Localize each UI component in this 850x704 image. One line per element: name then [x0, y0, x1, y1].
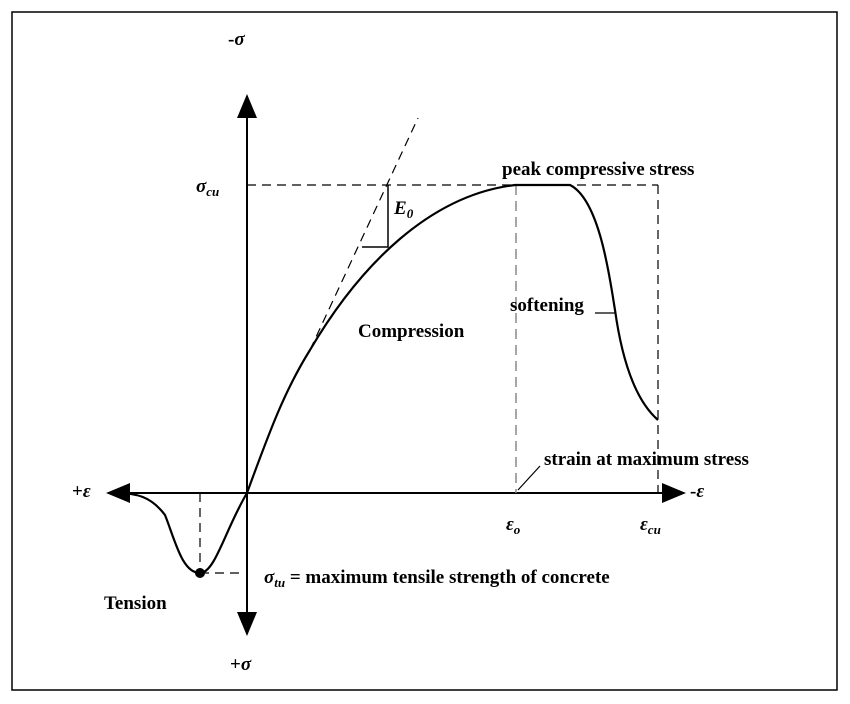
- sign: -: [228, 29, 234, 50]
- symbol: σ: [241, 654, 252, 675]
- epscu: εcu: [640, 514, 661, 537]
- compression-label: Compression: [358, 321, 465, 342]
- y-pos-label: +σ: [230, 654, 252, 675]
- subscript: cu: [206, 184, 219, 199]
- sign: +: [72, 481, 83, 502]
- eps0: εo: [506, 514, 521, 537]
- symbol: ε: [506, 514, 514, 535]
- sigma-cu: σcu: [196, 176, 219, 199]
- subscript: 0: [407, 206, 414, 221]
- tensile-point: [195, 568, 205, 578]
- e0: E0: [393, 198, 414, 221]
- x-neg-label: -ε: [690, 481, 704, 502]
- tension-label: Tension: [104, 593, 167, 614]
- symbol: σ: [234, 29, 245, 50]
- peak-label: peak compressive stress: [502, 159, 694, 180]
- sign: +: [230, 654, 241, 675]
- x-pos-label: +ε: [72, 481, 91, 502]
- subscript: cu: [648, 522, 661, 537]
- symbol: σ: [196, 176, 207, 197]
- text: = maximum tensile strength of concrete: [285, 567, 610, 588]
- y-neg-label: -σ: [228, 29, 245, 50]
- symbol: ε: [696, 481, 704, 502]
- compression-curve: [245, 183, 659, 494]
- strain-leader: [517, 465, 541, 491]
- tension-curve: [119, 491, 248, 575]
- sign: -: [690, 481, 696, 502]
- symbol: σ: [264, 567, 275, 588]
- frame: [11, 11, 838, 691]
- symbol: ε: [83, 481, 91, 502]
- symbol: ε: [640, 514, 648, 535]
- subscript: o: [514, 522, 521, 537]
- slope-triangle: [362, 185, 389, 248]
- sigma-tu: σtu = maximum tensile strength of concre…: [264, 567, 610, 590]
- subscript: tu: [274, 575, 285, 590]
- tangent: [309, 117, 419, 351]
- softening-label: softening: [510, 295, 584, 316]
- symbol: E: [393, 198, 407, 219]
- strain-label: strain at maximum stress: [544, 449, 749, 470]
